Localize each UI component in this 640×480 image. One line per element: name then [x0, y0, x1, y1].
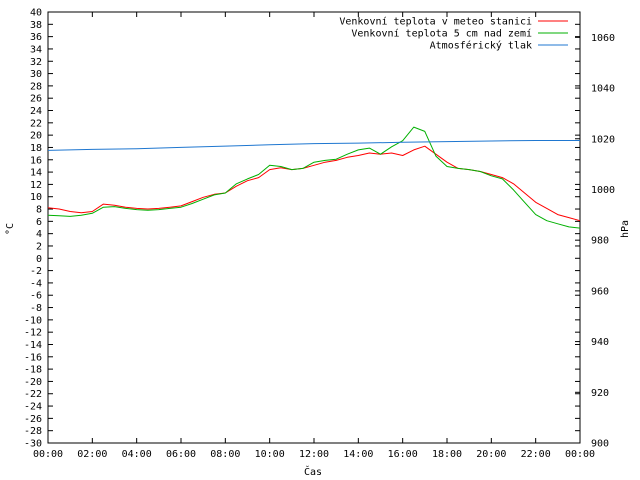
y-tick-label: -8 — [30, 303, 42, 314]
y-tick-label: -4 — [30, 278, 42, 289]
y-tick-label: 0 — [36, 254, 42, 265]
y-tick-label: 18 — [30, 143, 42, 154]
y-tick-label: -14 — [24, 340, 42, 351]
y-tick-label: 8 — [36, 205, 42, 216]
y-axis-label: °C — [5, 223, 16, 235]
x-tick-label: 16:00 — [388, 449, 418, 460]
x-tick-label: 22:00 — [521, 449, 551, 460]
y-tick-label: 12 — [30, 180, 42, 191]
y-tick-label: -30 — [24, 439, 42, 450]
y-tick-label: 38 — [30, 20, 42, 31]
x-tick-label: 10:00 — [255, 449, 285, 460]
y-tick-label: -16 — [24, 352, 42, 363]
y2-axis-label: hPa — [620, 220, 631, 238]
y2-axis-ticks: 1060 1040 1020 1000 980 960 940 920 900 — [575, 33, 615, 450]
legend: Venkovní teplota v meteo staniciVenkovní… — [339, 16, 568, 52]
y-tick-label: 24 — [30, 106, 42, 117]
y-tick-label: 16 — [30, 155, 42, 166]
y-tick-label: -6 — [30, 291, 42, 302]
x-tick-label: 18:00 — [432, 449, 462, 460]
y-tick-label: 28 — [30, 81, 42, 92]
y-tick-label: 40 — [30, 8, 42, 19]
y-tick-label: -2 — [30, 266, 42, 277]
series-line-3 — [47, 140, 580, 151]
x-tick-label: 00:00 — [33, 449, 63, 460]
y-tick-label: -18 — [24, 365, 42, 376]
plot-frame — [47, 11, 581, 444]
x-tick-label: 14:00 — [343, 449, 373, 460]
series-line-1 — [47, 145, 581, 222]
y-tick-label: 2 — [36, 241, 42, 252]
y-tick-label: -24 — [24, 402, 42, 413]
y-tick-label: 14 — [30, 168, 42, 179]
y2-tick-label: 1020 — [591, 134, 615, 145]
y2-tick-label: 1060 — [591, 33, 615, 44]
x-axis-ticks: 00:00 02:00 04:00 06:00 08:00 10:00 12:00 14:00… — [33, 12, 595, 460]
y2-tick-label: 1040 — [591, 84, 615, 95]
y-tick-label: -12 — [24, 328, 42, 339]
y-tick-label: 20 — [30, 131, 42, 142]
legend-label-1: Venkovní teplota v meteo stanici — [339, 16, 532, 28]
y-tick-label: 30 — [30, 69, 42, 80]
series-line-2 — [47, 126, 581, 229]
x-tick-label: 00:00 — [565, 449, 595, 460]
x-tick-label: 02:00 — [77, 449, 107, 460]
y-tick-label: -22 — [24, 389, 42, 400]
x-tick-label: 08:00 — [210, 449, 240, 460]
y2-tick-label: 980 — [591, 236, 609, 247]
series-lines — [47, 126, 581, 229]
y-axis-ticks: 4038363432302826242220181614121086420-2-… — [24, 8, 580, 450]
y-tick-label: 32 — [30, 57, 42, 68]
x-tick-label: 06:00 — [166, 449, 196, 460]
x-axis-label: Čas — [304, 465, 322, 478]
y-tick-label: -10 — [24, 315, 42, 326]
y-tick-label: 10 — [30, 192, 42, 203]
y-tick-label: 34 — [30, 44, 42, 55]
y-tick-label: 26 — [30, 94, 42, 105]
y2-tick-label: 1000 — [591, 185, 615, 196]
y-tick-label: 4 — [36, 229, 42, 240]
y-tick-label: 36 — [30, 32, 42, 43]
x-tick-label: 20:00 — [476, 449, 506, 460]
y2-tick-label: 960 — [591, 286, 609, 297]
x-tick-label: 12:00 — [299, 449, 329, 460]
y-tick-label: -28 — [24, 426, 42, 437]
y2-tick-label: 920 — [591, 388, 609, 399]
y-tick-label: -20 — [24, 377, 42, 388]
x-tick-label: 04:00 — [122, 449, 152, 460]
y-tick-label: 6 — [36, 217, 42, 228]
axes — [47, 11, 581, 444]
y-tick-label: -26 — [24, 414, 42, 425]
legend-label-3: Atmosférický tlak — [430, 40, 532, 52]
y2-tick-label: 940 — [591, 337, 609, 348]
legend-label-2: Venkovní teplota 5 cm nad zemí — [351, 28, 532, 40]
y-tick-label: 22 — [30, 118, 42, 129]
y2-tick-label: 900 — [591, 439, 609, 450]
